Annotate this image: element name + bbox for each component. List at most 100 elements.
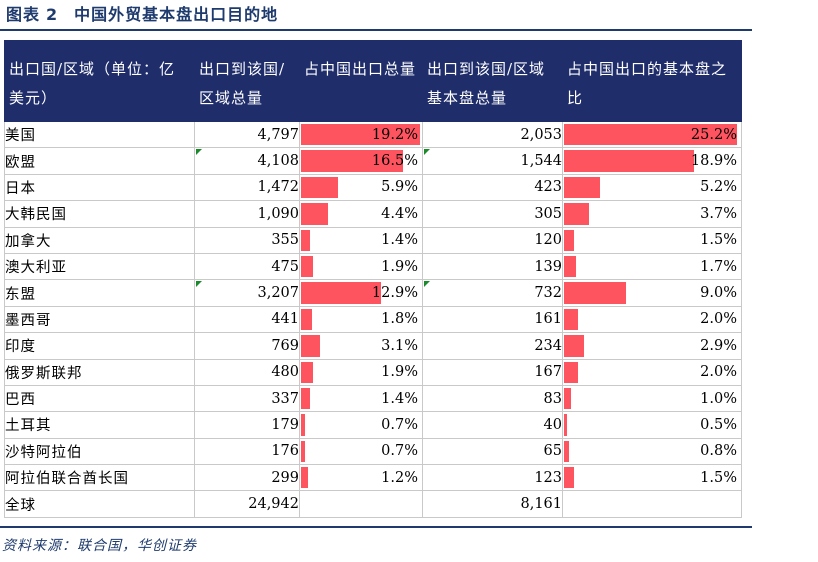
total-row-export: 24,942 — [194, 490, 300, 518]
total-share-bar — [301, 282, 381, 304]
total-share-cell: 0.7% — [299, 437, 423, 466]
table-row: 东盟 3,207 12.9% 732 9.0% — [4, 279, 742, 307]
region-name: 沙特阿拉伯 — [4, 437, 195, 466]
table-row: 墨西哥 441 1.8% 161 2.0% — [4, 305, 742, 334]
region-name: 加拿大 — [4, 226, 195, 254]
table-row: 欧盟 4,108 16.5% 1,544 18.9% — [4, 147, 742, 175]
base-share-bar — [564, 255, 576, 278]
base-export-value: 305 — [422, 200, 563, 228]
base-share-bar — [564, 414, 568, 436]
base-share-bar — [564, 124, 737, 146]
base-share-cell: 9.0% — [562, 279, 742, 307]
total-share-label: 1.9% — [381, 258, 418, 275]
total-share-bar — [301, 467, 309, 489]
total-share-bar — [301, 176, 338, 199]
base-export-value: 1,544 — [422, 147, 563, 175]
region-name: 俄罗斯联邦 — [4, 358, 195, 386]
base-share-label: 25.2% — [690, 126, 737, 143]
base-share-cell: 2.0% — [562, 358, 742, 386]
figure-number: 2 — [46, 5, 59, 24]
total-export-value: 3,207 — [194, 279, 300, 307]
base-share-bar — [564, 176, 600, 199]
comment-marker-icon — [424, 149, 430, 156]
base-share-label: 5.2% — [700, 179, 737, 196]
total-share-cell: 12.9% — [299, 279, 423, 307]
region-name: 阿拉伯联合酋长国 — [4, 464, 195, 492]
total-share-label: 12.9% — [371, 285, 418, 302]
base-share-cell: 3.7% — [562, 200, 742, 228]
figure-caption: 中国外贸基本盘出口目的地 — [74, 5, 279, 24]
source-note: 资料来源：联合国，华创证券 — [2, 538, 197, 554]
table-row: 印度 769 3.1% 234 2.9% — [4, 332, 742, 360]
total-share-label: 1.2% — [381, 469, 418, 486]
total-share-bar — [301, 308, 313, 331]
base-share-label: 1.0% — [700, 390, 737, 407]
base-share-cell: 18.9% — [562, 147, 742, 175]
base-share-cell: 5.2% — [562, 173, 742, 202]
total-row-base: 8,161 — [422, 490, 563, 518]
total-export-value: 337 — [194, 384, 300, 413]
region-name: 美国 — [4, 120, 195, 149]
header-total-share: 占中国出口总量 — [299, 40, 423, 122]
table-row: 土耳其 179 0.7% 40 0.5% — [4, 411, 742, 439]
region-name: 欧盟 — [4, 147, 195, 175]
region-name: 印度 — [4, 332, 195, 360]
table-row: 阿拉伯联合酋长国 299 1.2% 123 1.5% — [4, 464, 742, 492]
base-export-value: 83 — [422, 384, 563, 413]
base-share-bar — [564, 467, 575, 489]
header-base-export: 出口到该国/区域基本盘总量 — [422, 40, 563, 122]
base-share-cell: 1.0% — [562, 384, 742, 413]
total-share-cell: 1.9% — [299, 252, 423, 281]
base-share-cell: 1.5% — [562, 226, 742, 254]
total-share-bar — [301, 361, 313, 383]
total-share-bar — [301, 414, 306, 436]
total-export-value: 480 — [194, 358, 300, 386]
total-export-value: 176 — [194, 437, 300, 466]
region-name: 东盟 — [4, 279, 195, 307]
header-row: 出口国/区域（单位：亿美元） 出口到该国/区域总量 占中国出口总量 出口到该国/… — [4, 40, 742, 122]
total-share-cell: 1.9% — [299, 358, 423, 386]
base-share-bar — [564, 150, 694, 172]
header-total-export: 出口到该国/区域总量 — [194, 40, 300, 122]
total-export-value: 299 — [194, 464, 300, 492]
base-export-value: 139 — [422, 252, 563, 281]
table-row: 日本 1,472 5.9% 423 5.2% — [4, 173, 742, 202]
total-share-cell: 1.2% — [299, 464, 423, 492]
base-export-value: 123 — [422, 464, 563, 492]
export-table: 出口国/区域（单位：亿美元） 出口到该国/区域总量 占中国出口总量 出口到该国/… — [4, 40, 742, 518]
base-share-label: 3.7% — [700, 205, 737, 222]
total-share-label: 0.7% — [381, 416, 418, 433]
base-share-label: 1.5% — [700, 232, 737, 249]
total-share-label: 16.5% — [371, 153, 418, 170]
base-share-label: 2.9% — [700, 337, 737, 354]
figure-title: 图表 2 中国外贸基本盘出口目的地 — [6, 4, 278, 26]
table-row: 澳大利亚 475 1.9% 139 1.7% — [4, 252, 742, 281]
base-share-label: 0.8% — [700, 443, 737, 460]
base-share-bar — [564, 282, 626, 304]
base-export-value: 65 — [422, 437, 563, 466]
total-share-bar — [301, 255, 313, 278]
base-share-cell: 0.8% — [562, 437, 742, 466]
total-share-bar — [301, 150, 404, 172]
base-share-bar — [564, 308, 578, 331]
total-share-label: 1.9% — [381, 364, 418, 381]
base-share-label: 2.0% — [700, 364, 737, 381]
base-share-cell: 25.2% — [562, 120, 742, 149]
base-share-bar — [564, 387, 571, 410]
total-export-value: 355 — [194, 226, 300, 254]
total-share-cell: 1.4% — [299, 384, 423, 413]
header-base-share: 占中国出口的基本盘之比 — [562, 40, 742, 122]
base-share-label: 18.9% — [690, 153, 737, 170]
total-share-bar — [301, 335, 321, 357]
total-share-cell: 1.4% — [299, 226, 423, 254]
total-share-label: 1.8% — [381, 311, 418, 328]
base-share-bar — [564, 203, 590, 225]
total-share-label: 3.1% — [381, 337, 418, 354]
base-share-bar — [564, 335, 584, 357]
base-share-cell: 2.0% — [562, 305, 742, 334]
total-export-value: 4,797 — [194, 120, 300, 149]
bottom-rule — [0, 526, 752, 528]
total-row-base-share-empty — [562, 490, 742, 518]
total-share-bar — [301, 229, 310, 251]
base-share-bar — [564, 229, 575, 251]
